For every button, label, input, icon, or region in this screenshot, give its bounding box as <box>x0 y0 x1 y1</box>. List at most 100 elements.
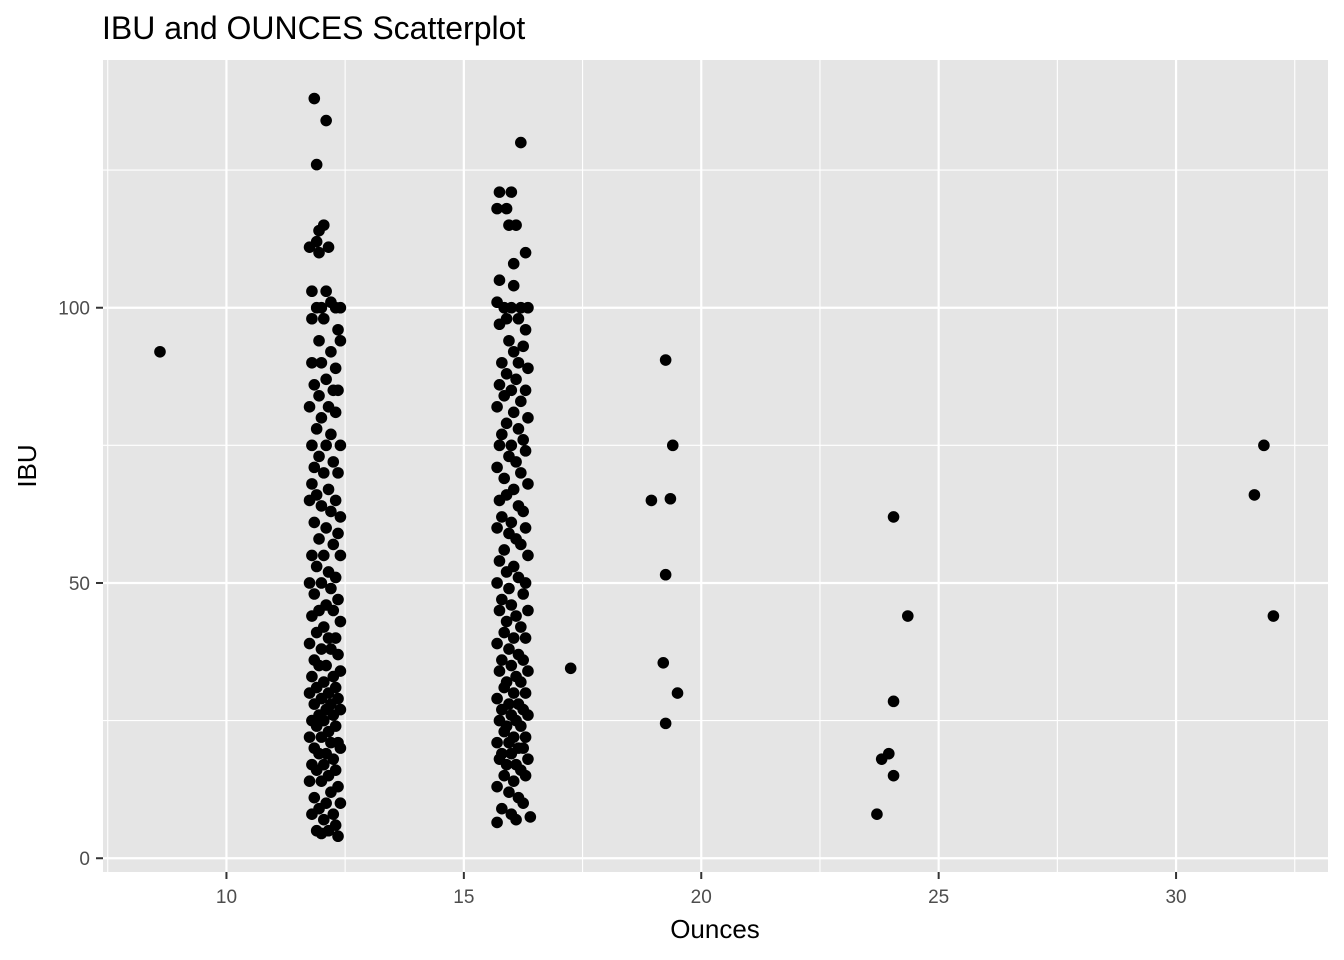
data-point <box>313 224 325 237</box>
data-point <box>1258 439 1270 452</box>
data-point <box>308 588 321 600</box>
data-point <box>507 775 520 787</box>
data-point <box>522 604 534 617</box>
data-point <box>308 379 321 391</box>
data-point <box>491 577 503 589</box>
data-point <box>498 769 511 782</box>
data-point <box>645 494 658 507</box>
data-point <box>329 494 342 507</box>
data-point <box>671 687 684 699</box>
data-point <box>325 505 337 518</box>
data-point <box>491 637 503 650</box>
data-point <box>659 717 672 730</box>
data-point <box>327 709 340 721</box>
data-point <box>303 687 316 699</box>
data-point <box>503 582 515 595</box>
data-point <box>493 439 506 452</box>
data-point <box>887 695 900 708</box>
data-point <box>325 786 337 798</box>
data-point <box>515 676 527 688</box>
data-point <box>517 505 530 518</box>
data-point <box>496 703 508 716</box>
data-point <box>498 544 511 556</box>
data-point <box>313 659 325 672</box>
data-point <box>496 593 508 606</box>
data-point <box>505 439 518 452</box>
y-axis-ticks: 0 50 100 <box>58 299 103 870</box>
data-point <box>315 412 328 424</box>
data-point <box>507 257 520 270</box>
data-point <box>315 827 328 840</box>
data-point <box>334 549 347 562</box>
data-point <box>496 428 508 441</box>
data-point <box>503 643 515 655</box>
data-point <box>306 439 318 452</box>
data-point <box>306 808 318 820</box>
data-point <box>322 483 335 496</box>
data-point <box>498 390 511 402</box>
data-point <box>315 775 328 787</box>
data-point <box>313 246 325 259</box>
data-point <box>329 406 342 419</box>
x-tick-label: 10 <box>216 887 237 908</box>
data-point <box>507 687 520 699</box>
data-point <box>329 362 342 375</box>
data-point <box>317 467 330 479</box>
data-point <box>493 186 506 198</box>
data-point <box>334 439 347 452</box>
data-point <box>334 511 347 523</box>
data-point <box>325 736 337 749</box>
data-point <box>500 417 513 430</box>
data-point <box>322 632 335 644</box>
data-point <box>519 384 532 397</box>
data-point <box>306 478 318 490</box>
data-point <box>320 114 332 127</box>
data-point <box>325 345 337 358</box>
data-point <box>493 274 506 287</box>
data-point <box>666 439 679 452</box>
data-point <box>303 241 316 253</box>
x-axis-ticks: 10 15 20 25 30 <box>216 872 1187 908</box>
data-point <box>517 340 530 353</box>
data-point <box>310 158 323 171</box>
data-point <box>493 665 506 677</box>
data-point <box>500 202 513 215</box>
data-point <box>517 797 530 809</box>
data-point <box>491 692 503 705</box>
data-point <box>871 808 883 820</box>
y-tick-label: 100 <box>58 299 90 320</box>
data-point <box>310 764 323 776</box>
data-point <box>519 577 532 589</box>
data-point <box>303 775 316 787</box>
data-point <box>327 753 340 765</box>
data-point <box>308 516 321 529</box>
y-tick-label: 50 <box>69 574 90 595</box>
data-point <box>522 301 534 314</box>
data-point <box>334 797 347 809</box>
data-point <box>313 334 325 347</box>
data-point <box>325 428 337 441</box>
data-point <box>315 356 328 369</box>
data-point <box>519 445 532 457</box>
data-point <box>491 816 503 829</box>
data-point <box>154 345 166 358</box>
data-point <box>524 811 537 823</box>
data-point <box>515 720 527 732</box>
data-point <box>515 136 527 149</box>
data-point <box>503 786 515 798</box>
data-point <box>496 356 508 369</box>
data-point <box>491 780 503 793</box>
data-point <box>519 522 532 534</box>
data-point <box>334 615 347 628</box>
data-point <box>500 615 513 628</box>
data-point <box>315 577 328 589</box>
data-point <box>498 626 511 639</box>
data-point <box>510 373 522 386</box>
data-point <box>320 439 332 452</box>
data-point <box>303 731 316 743</box>
y-axis-title: IBU <box>12 444 42 487</box>
data-point <box>320 285 332 298</box>
data-point <box>519 769 532 782</box>
x-tick-label: 25 <box>928 887 949 908</box>
